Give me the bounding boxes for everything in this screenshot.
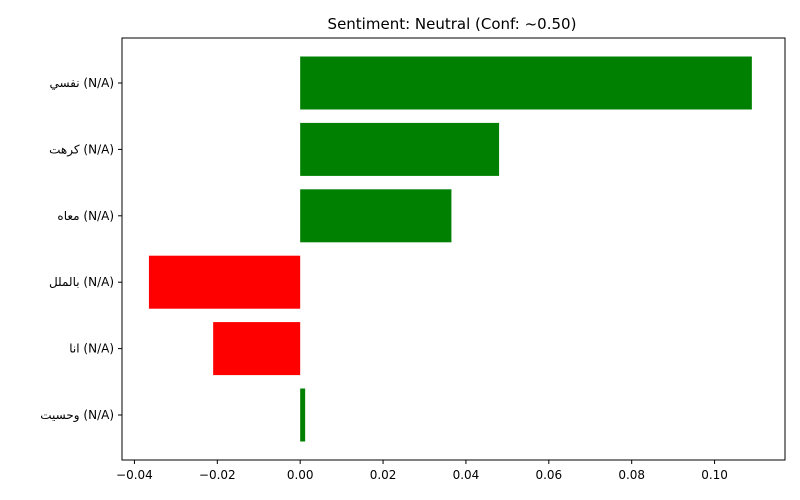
y-tick-label: كرهت (N/A) xyxy=(49,142,114,157)
bar-4 xyxy=(213,322,301,376)
x-tick-label: 0.08 xyxy=(618,468,645,482)
x-tick-label: −0.04 xyxy=(116,468,153,482)
x-tick-label: 0.04 xyxy=(453,468,480,482)
bars-group xyxy=(148,56,752,442)
bar-2 xyxy=(300,189,452,243)
x-tick-label: 0.06 xyxy=(535,468,562,482)
y-tick-label: نفسي (N/A) xyxy=(49,76,114,90)
x-tick-label: 0.02 xyxy=(370,468,397,482)
bar-1 xyxy=(300,122,500,176)
y-tick-label: بالملل (N/A) xyxy=(49,275,114,289)
chart-title: Sentiment: Neutral (Conf: ~0.50) xyxy=(328,15,577,33)
bar-3 xyxy=(148,255,301,309)
y-tick-label: وحسيت (N/A) xyxy=(40,408,114,423)
x-tick-label: 0.10 xyxy=(701,468,728,482)
y-tick-label: معاه (N/A) xyxy=(57,209,114,223)
plot-frame xyxy=(121,37,786,461)
y-axis-ticks: نفسي (N/A) كرهت (N/A) معاه (N/A) بالملل (N/… xyxy=(40,76,122,423)
x-tick-label: −0.02 xyxy=(199,468,236,482)
y-tick-label: انا (N/A) xyxy=(69,342,114,356)
bar-5 xyxy=(300,388,306,442)
bar-0 xyxy=(300,56,752,110)
x-tick-label: 0.00 xyxy=(287,468,314,482)
x-axis-ticks: −0.04 −0.02 0.00 0.02 0.04 0.06 0.08 0.10 xyxy=(116,460,728,482)
